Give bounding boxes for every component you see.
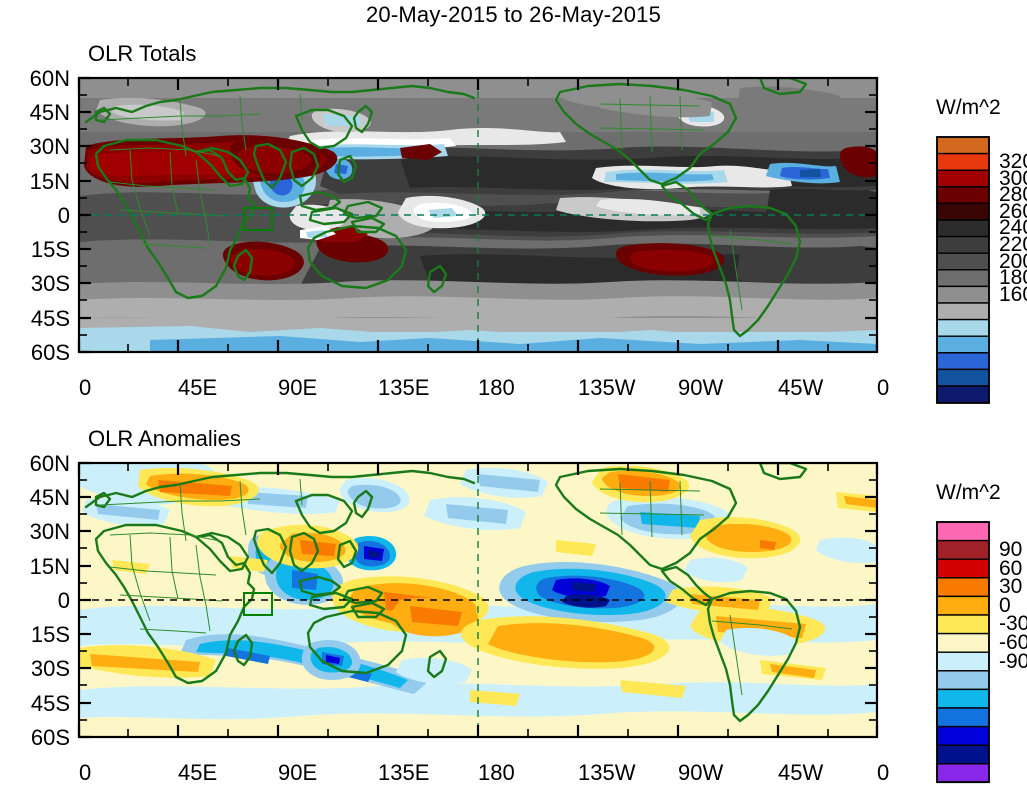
olr-anomalies-colorbar-band-2 [936,558,990,579]
olr-totals-ylabel-5: 15S [30,237,70,262]
olr-totals-colorbar-label-8: 160 [999,282,1027,306]
olr-totals-colorbar [936,136,990,404]
olr-anomalies-yticks [79,461,877,739]
olr-anomalies-colorbar-band-6 [936,632,990,653]
olr-anomalies-colorbar-band-0 [936,521,990,542]
olr-anomalies-colorbar-band-3 [936,577,990,598]
olr-anomalies-colorbar-label-0: 90 [999,537,1023,561]
olr-totals-ylabel-4: 0 [57,203,70,228]
olr-anomalies-colorbar-band-13 [936,763,990,784]
page-title: 20-May-2015 to 26-May-2015 [365,2,662,27]
olr-anomalies-ylabel-0: 60N [29,451,70,476]
olr-anomalies-colorbar-band-12 [936,744,990,765]
olr-totals-colorbar-label-0: 320 [999,149,1027,173]
olr-anomalies-ylabel-1: 45N [29,485,70,510]
olr-totals-map [77,76,879,354]
olr-anomalies-field [79,463,877,737]
olr-totals-ylabel-0: 60N [29,66,70,91]
olr-totals-colorbar-label-7: 180 [999,266,1027,290]
olr-anomalies-colorbar-band-9 [936,688,990,709]
olr-anomalies-colorbar-band-4 [936,595,990,616]
olr-anomalies-colorbar-label-5: -60 [999,630,1027,654]
olr-anomalies-colorbar-band-7 [936,651,990,672]
olr-totals-yticks [79,76,877,354]
olr-totals-colorbar-label-3: 260 [999,199,1027,223]
olr-anomalies-ylabel-8: 60S [30,725,70,750]
olr-totals-colorbar-unit: W/m^2 [936,96,1001,119]
olr-anomalies-colorbar-band-8 [936,670,990,691]
olr-anomalies-colorbar-band-10 [936,707,990,728]
olr-totals-ylabel-7: 45S [30,306,70,331]
olr-anomalies-colorbar-band-1 [936,539,990,560]
panel-title-olr-totals: OLR Totals [88,41,197,66]
olr-totals-field [79,78,877,352]
olr-anomalies-colorbar [936,521,990,784]
olr-totals-colorbar-label-1: 300 [999,166,1027,190]
olr-anomalies-ylabel-6: 30S [30,656,70,681]
olr-anomalies-colorbar-label-1: 60 [999,556,1023,580]
olr-anomalies-colorbar-label-6: -90 [999,649,1027,673]
olr-totals-colorbar-label-4: 240 [999,216,1027,240]
olr-totals-ylabel-6: 30S [30,271,70,296]
olr-anomalies-colorbar-band-5 [936,614,990,635]
olr-anomalies-ylabel-2: 30N [29,519,70,544]
olr-totals-ylabel-1: 45N [29,100,70,125]
olr-anomalies-ylabel-7: 45S [30,691,70,716]
olr-totals-ylabel-8: 60S [30,340,70,365]
olr-anomalies-colorbar-unit: W/m^2 [936,481,1001,504]
olr-anomalies-ylabel-4: 0 [57,588,70,613]
olr-totals-ylabel-3: 15N [29,169,70,194]
olr-anomalies-ylabel-3: 15N [29,554,70,579]
olr-totals-colorbar-label-5: 220 [999,232,1027,256]
olr-totals-colorbar-label-2: 280 [999,183,1027,207]
olr-totals-ylabel-2: 30N [29,134,70,159]
olr-anomalies-colorbar-band-11 [936,725,990,746]
panel-title-olr-anomalies: OLR Anomalies [88,426,241,451]
olr-anomalies-xticks [77,463,879,737]
olr-anomalies-colorbar-label-4: -30 [999,612,1027,636]
olr-totals-xticks [77,78,879,352]
olr-totals-colorbar-label-6: 200 [999,249,1027,273]
olr-anomalies-colorbar-label-3: 0 [999,593,1011,617]
olr-anomalies-colorbar-label-2: 30 [999,575,1023,599]
olr-anomalies-ylabel-5: 15S [30,622,70,647]
